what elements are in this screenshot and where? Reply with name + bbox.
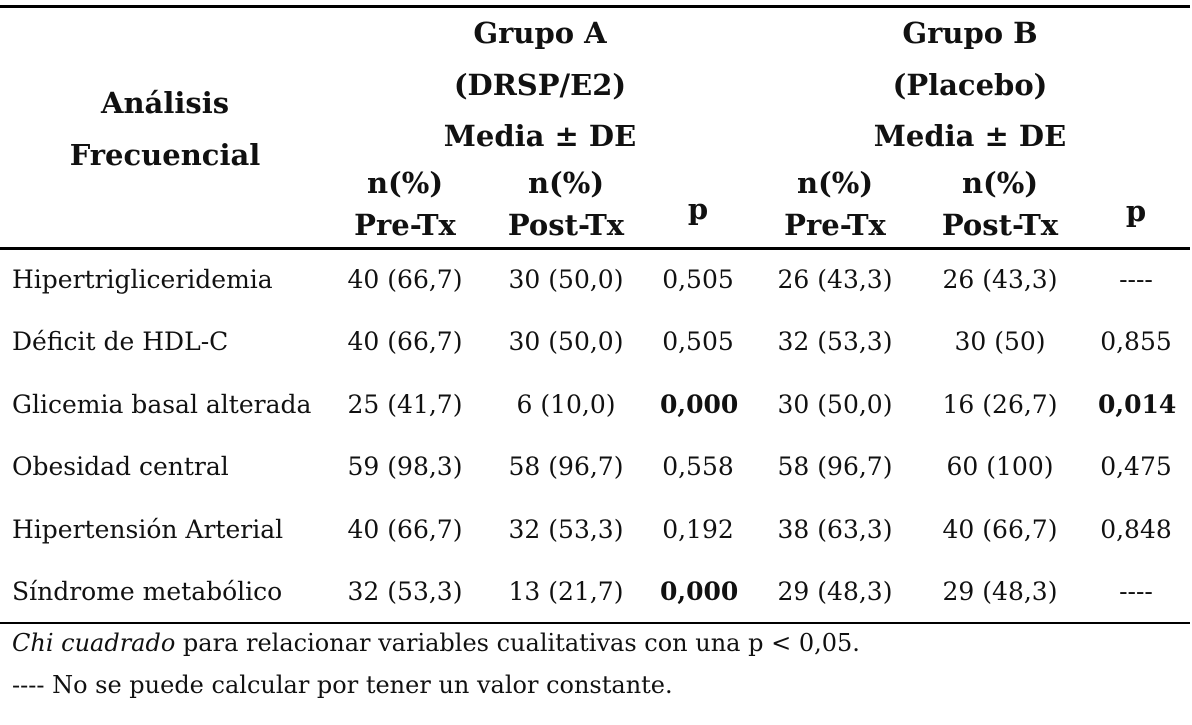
- cell-b-post: 29 (48,3): [942, 577, 1058, 606]
- col-b-p: p: [1125, 194, 1147, 228]
- col-a-post-line1: n(%): [527, 166, 605, 200]
- group-b-subtitle: (Placebo): [892, 68, 1048, 102]
- footnote-chi-rest: para relacionar variables cualitativas c…: [175, 629, 860, 657]
- table-bottom-rule: [0, 622, 1190, 624]
- group-b-title: Grupo B: [902, 16, 1038, 50]
- col-a-pre-line1: n(%): [366, 166, 444, 200]
- cell-b-pre: 29 (48,3): [777, 577, 893, 606]
- cell-a-p: 0,192: [662, 515, 734, 544]
- cell-b-post: 60 (100): [946, 452, 1054, 481]
- cell-a-pre: 32 (53,3): [347, 577, 463, 606]
- cell-a-pre: 40 (66,7): [347, 515, 463, 544]
- cell-b-pre: 32 (53,3): [777, 327, 893, 356]
- cell-b-p: 0,855: [1100, 327, 1172, 356]
- footnote-chi-italic: Chi cuadrado: [12, 629, 176, 657]
- cell-b-p: 0,475: [1100, 452, 1172, 481]
- cell-label: Hipertrigliceridemia: [12, 265, 273, 294]
- cell-a-post: 30 (50,0): [508, 265, 624, 294]
- group-b-stat: Media ± DE: [873, 119, 1067, 153]
- cell-b-post: 30 (50): [954, 327, 1046, 356]
- cell-b-p: 0,848: [1100, 515, 1172, 544]
- cell-a-p: 0,000: [660, 577, 739, 606]
- table-top-rule: [0, 5, 1190, 8]
- cell-b-pre: 58 (96,7): [777, 452, 893, 481]
- col-a-p: p: [687, 192, 709, 226]
- cell-a-pre: 40 (66,7): [347, 265, 463, 294]
- cell-label: Glicemia basal alterada: [12, 390, 312, 419]
- col-b-post-line1: n(%): [961, 166, 1039, 200]
- cell-label: Hipertensión Arterial: [12, 515, 284, 544]
- cell-label: Síndrome metabólico: [12, 577, 283, 606]
- cell-a-p: 0,558: [662, 452, 734, 481]
- cell-b-post: 26 (43,3): [942, 265, 1058, 294]
- col-b-pre-line1: n(%): [796, 166, 874, 200]
- col-a-post-line2: Post-Tx: [507, 208, 625, 242]
- group-a-stat: Media ± DE: [443, 119, 637, 153]
- header-row-label-line2: Frecuencial: [69, 138, 261, 172]
- cell-a-post: 13 (21,7): [508, 577, 624, 606]
- cell-b-post: 16 (26,7): [942, 390, 1058, 419]
- cell-a-p: 0,505: [662, 327, 734, 356]
- col-a-pre-line2: Pre-Tx: [354, 208, 456, 242]
- cell-a-post: 6 (10,0): [516, 390, 616, 419]
- header-bottom-rule: [0, 247, 1190, 250]
- cell-b-p: ----: [1119, 265, 1153, 294]
- col-b-post-line2: Post-Tx: [941, 208, 1059, 242]
- footnote-chi: Chi cuadrado para relacionar variables c…: [12, 628, 860, 658]
- cell-b-post: 40 (66,7): [942, 515, 1058, 544]
- cell-a-p: 0,505: [662, 265, 734, 294]
- cell-a-pre: 25 (41,7): [347, 390, 463, 419]
- cell-label: Déficit de HDL-C: [12, 327, 229, 356]
- header-row-label-line1: Análisis: [100, 86, 230, 120]
- cell-a-pre: 59 (98,3): [347, 452, 463, 481]
- cell-b-pre: 30 (50,0): [777, 390, 893, 419]
- cell-b-p: 0,014: [1098, 390, 1177, 419]
- cell-a-post: 58 (96,7): [508, 452, 624, 481]
- cell-a-post: 30 (50,0): [508, 327, 624, 356]
- footnote-constant: ---- No se puede calcular por tener un v…: [12, 671, 673, 699]
- col-b-pre-line2: Pre-Tx: [784, 208, 886, 242]
- cell-b-pre: 38 (63,3): [777, 515, 893, 544]
- cell-b-p: ----: [1119, 577, 1153, 606]
- cell-label: Obesidad central: [12, 452, 229, 481]
- cell-a-post: 32 (53,3): [508, 515, 624, 544]
- cell-b-pre: 26 (43,3): [777, 265, 893, 294]
- cell-a-p: 0,000: [660, 390, 739, 419]
- group-a-subtitle: (DRSP/E2): [453, 68, 627, 102]
- group-a-title: Grupo A: [473, 16, 607, 50]
- cell-a-pre: 40 (66,7): [347, 327, 463, 356]
